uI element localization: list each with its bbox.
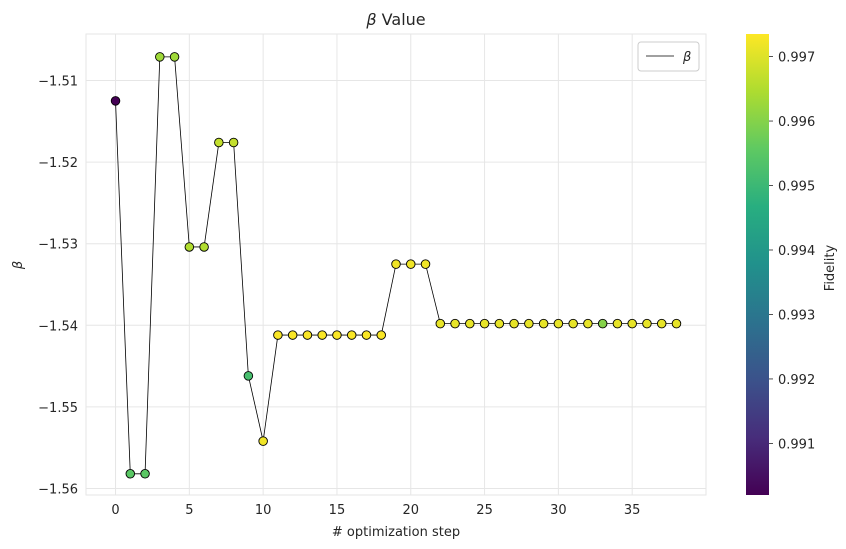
x-tick-label: 35 xyxy=(624,503,641,518)
data-point xyxy=(583,318,593,329)
data-point xyxy=(140,469,150,479)
x-tick-label: 5 xyxy=(185,503,193,518)
legend-label: β xyxy=(682,50,691,65)
plot-area: 0 5 10 15 20 25 30 35 −1.56 −1.55 −1.54 −1.53 −1.52… xyxy=(38,33,707,518)
colorbar-tick-label: 0.995 xyxy=(778,180,815,195)
x-tick-labels: 0 5 10 15 20 25 30 35 xyxy=(111,503,640,518)
y-tick-label: −1.54 xyxy=(38,319,78,334)
y-tick-label: −1.51 xyxy=(38,75,78,90)
data-point xyxy=(332,330,342,340)
colorbar-tick-label: 0.996 xyxy=(778,115,815,130)
data-points xyxy=(110,52,682,479)
data-point xyxy=(420,259,431,269)
data-point xyxy=(538,318,549,329)
colorbar-tick-label: 0.993 xyxy=(778,308,815,323)
data-point xyxy=(656,318,667,329)
data-point xyxy=(391,259,401,269)
data-point xyxy=(302,330,313,340)
y-tick-label: −1.55 xyxy=(38,401,78,416)
legend: β xyxy=(637,41,700,72)
data-point xyxy=(671,318,682,329)
data-point xyxy=(568,318,578,329)
data-point xyxy=(479,318,490,329)
data-point xyxy=(597,318,608,329)
x-tick-label: 0 xyxy=(111,503,119,518)
y-tick-label: −1.52 xyxy=(38,156,78,171)
data-point xyxy=(509,318,519,329)
data-point xyxy=(169,52,180,62)
x-tick-label: 20 xyxy=(402,503,419,518)
title-symbol: β xyxy=(365,10,376,29)
x-tick-label: 25 xyxy=(476,503,493,518)
data-point xyxy=(642,318,652,329)
colorbar: 0.991 0.992 0.993 0.994 0.995 0.996 0.997 Fide… xyxy=(746,34,838,495)
data-point xyxy=(346,330,357,340)
y-tick-labels: −1.56 −1.55 −1.54 −1.53 −1.52 −1.51 xyxy=(38,75,78,498)
data-point xyxy=(155,52,165,62)
data-point xyxy=(376,330,386,340)
data-point xyxy=(627,318,637,329)
data-point xyxy=(287,330,298,340)
colorbar-tick-label: 0.997 xyxy=(778,51,815,66)
data-point xyxy=(494,318,505,329)
data-point xyxy=(273,330,283,340)
colorbar-tick-label: 0.992 xyxy=(778,373,815,388)
data-point xyxy=(450,318,460,329)
data-point xyxy=(435,318,446,329)
data-point xyxy=(258,436,268,446)
title-text: Value xyxy=(377,10,426,29)
colorbar-tick-label: 0.991 xyxy=(778,437,815,452)
colorbar-tick-label: 0.994 xyxy=(778,244,815,259)
data-point xyxy=(125,469,136,479)
data-point xyxy=(199,242,209,252)
data-point xyxy=(228,137,239,148)
y-axis-label: β xyxy=(11,261,26,270)
data-point xyxy=(553,318,564,329)
data-point xyxy=(465,318,475,329)
chart-title: β Value xyxy=(365,10,425,29)
colorbar-gradient xyxy=(746,34,769,495)
data-point xyxy=(184,242,195,252)
data-point xyxy=(110,96,121,106)
data-point xyxy=(612,318,623,329)
x-axis-label: # optimization step xyxy=(332,525,460,540)
colorbar-label: Fidelity xyxy=(823,244,838,291)
y-tick-label: −1.53 xyxy=(38,238,78,253)
y-tick-label: −1.56 xyxy=(38,482,78,497)
data-point xyxy=(406,259,416,269)
colorbar-ticks: 0.991 0.992 0.993 0.994 0.995 0.996 0.997 xyxy=(769,51,815,452)
data-point xyxy=(361,330,372,340)
legend-box xyxy=(637,41,700,72)
data-point xyxy=(317,330,327,340)
data-point xyxy=(524,318,534,329)
x-tick-label: 15 xyxy=(329,503,346,518)
grid-lines xyxy=(86,34,706,495)
x-tick-label: 30 xyxy=(550,503,567,518)
data-point xyxy=(243,371,254,381)
data-point xyxy=(214,137,224,148)
x-tick-label: 10 xyxy=(255,503,272,518)
